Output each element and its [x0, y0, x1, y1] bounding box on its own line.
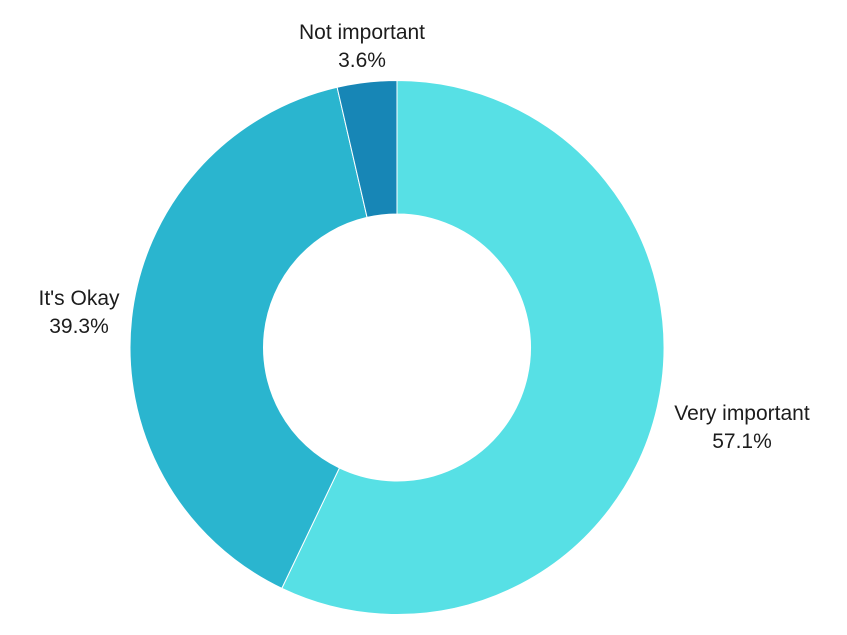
pie-slice-very-important[interactable] [281, 79, 665, 615]
slice-label-not-important-name: Not important [298, 21, 426, 44]
slice-label-very-important: Very important 57.1% [674, 400, 809, 456]
slice-label-its-okay-name: It's Okay [38, 287, 120, 310]
slice-label-very-important-value: 57.1% [712, 430, 772, 453]
slice-label-not-important: Not important 3.6% [299, 19, 425, 75]
pie-slice-not-important[interactable] [336, 79, 398, 218]
pie-slice-it-s-okay[interactable] [129, 86, 368, 590]
slice-label-not-important-value: 3.6% [338, 49, 386, 72]
slice-label-very-important-name: Very important [674, 402, 810, 425]
slice-label-its-okay-value: 39.3% [49, 315, 109, 338]
slice-label-its-okay: It's Okay 39.3% [38, 285, 119, 341]
